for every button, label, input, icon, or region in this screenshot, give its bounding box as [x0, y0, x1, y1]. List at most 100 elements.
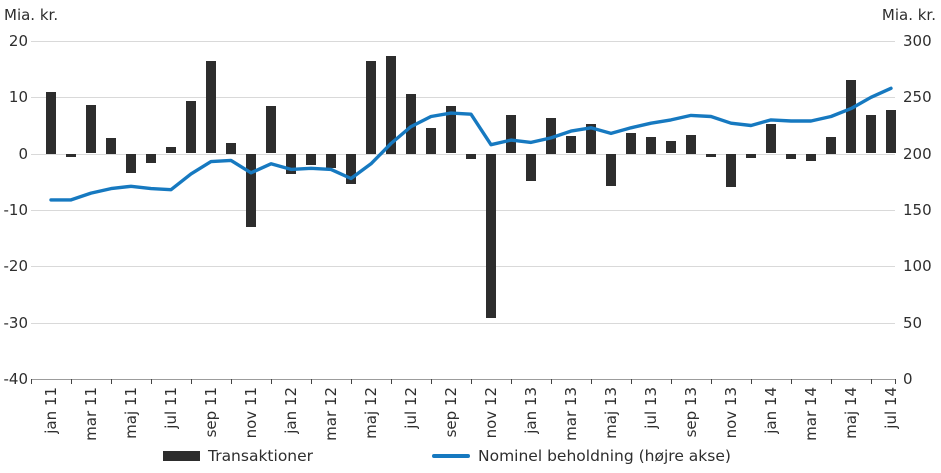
x-axis-tick — [391, 379, 392, 384]
x-axis-tick-label: jan 11 — [42, 387, 60, 434]
line-nominel-beholdning — [49, 86, 893, 202]
x-axis-tick — [831, 379, 832, 384]
x-axis-tick-label: jul 11 — [162, 387, 180, 429]
bar-transaktioner — [526, 154, 536, 181]
bar-transaktioner — [466, 154, 476, 159]
x-axis-tick — [511, 379, 512, 384]
bar-transaktioner — [426, 128, 436, 154]
legend-item-transaktioner: Transaktioner — [163, 445, 313, 467]
x-axis-tick-label: mar 11 — [82, 387, 100, 441]
bar-transaktioner — [266, 106, 276, 153]
x-axis-tick — [791, 379, 792, 384]
bar-transaktioner — [726, 154, 736, 187]
legend-label-transaktioner: Transaktioner — [208, 447, 314, 465]
left-axis-tick-label: 10 — [8, 88, 28, 106]
bar-transaktioner — [486, 154, 496, 318]
line-series-swatch — [432, 454, 470, 458]
x-axis-tick-label: jan 14 — [762, 387, 780, 434]
bar-transaktioner — [806, 154, 816, 161]
bar-transaktioner — [186, 101, 196, 153]
bar-transaktioner — [206, 61, 216, 153]
x-axis-tick-label: jul 12 — [402, 387, 420, 429]
x-axis-tick-label: mar 13 — [562, 387, 580, 441]
x-axis-tick-label: sep 12 — [442, 387, 460, 438]
x-axis-tick-label: mar 14 — [802, 387, 820, 441]
bar-transaktioner — [166, 147, 176, 153]
x-axis-tick-label: maj 14 — [842, 387, 860, 439]
x-axis-tick-label: sep 13 — [682, 387, 700, 438]
x-axis-tick — [751, 379, 752, 384]
x-axis-tick-label: maj 11 — [122, 387, 140, 439]
bar-transaktioner — [306, 154, 316, 165]
right-axis-tick-label: 150 — [903, 201, 932, 219]
bar-transaktioner — [146, 154, 156, 163]
right-axis-tick-label: 250 — [903, 88, 932, 106]
bar-transaktioner — [566, 136, 576, 153]
x-axis-tick-label: maj 13 — [602, 387, 620, 439]
x-axis-tick-label: jul 14 — [882, 387, 900, 429]
x-axis-tick — [231, 379, 232, 384]
right-axis-tick-label: 50 — [903, 314, 923, 332]
x-axis-tick-label: mar 12 — [322, 387, 340, 441]
gridline — [31, 210, 895, 211]
x-axis-tick — [631, 379, 632, 384]
legend-label-nominel-beholdning: Nominel beholdning (højre akse) — [478, 447, 731, 465]
bar-transaktioner — [386, 56, 396, 154]
bar-transaktioner — [626, 133, 636, 154]
bar-transaktioner — [326, 154, 336, 168]
x-axis-tick-label: sep 11 — [202, 387, 220, 438]
x-axis-tick — [311, 379, 312, 384]
bar-transaktioner — [86, 105, 96, 153]
bar-transaktioner — [846, 80, 856, 153]
x-axis-tick — [191, 379, 192, 384]
x-axis-tick — [31, 379, 32, 384]
right-axis-title: Mia. kr. — [881, 6, 936, 24]
x-axis-tick — [895, 379, 896, 384]
x-axis-tick — [111, 379, 112, 384]
x-axis-tick-label: jan 12 — [282, 387, 300, 434]
bar-transaktioner — [766, 124, 776, 153]
x-axis-tick — [71, 379, 72, 384]
left-axis-tick-label: -40 — [3, 370, 29, 388]
bar-transaktioner — [786, 154, 796, 159]
right-axis-tick-label: 200 — [903, 145, 932, 163]
bar-transaktioner — [66, 154, 76, 157]
bar-transaktioner — [226, 143, 236, 154]
x-axis-tick-label: jan 13 — [522, 387, 540, 434]
left-axis-tick-label: -30 — [3, 314, 29, 332]
right-axis-tick-label: 100 — [903, 257, 932, 275]
bar-transaktioner — [406, 94, 416, 154]
legend-item-nominel-beholdning: Nominel beholdning (højre akse) — [432, 445, 731, 467]
bar-transaktioner — [286, 154, 296, 174]
bar-transaktioner — [246, 154, 256, 227]
bar-transaktioner — [746, 154, 756, 158]
left-axis-tick-label: 0 — [18, 145, 28, 163]
gridline — [31, 97, 895, 98]
left-axis-title: Mia. kr. — [4, 6, 59, 24]
x-axis-tick — [351, 379, 352, 384]
bar-transaktioner — [686, 135, 696, 154]
x-axis-tick — [871, 379, 872, 384]
bar-transaktioner — [606, 154, 616, 186]
x-axis-tick — [271, 379, 272, 384]
x-axis-tick-label: nov 12 — [482, 387, 500, 439]
gridline — [31, 41, 895, 42]
x-axis-tick-label: nov 13 — [722, 387, 740, 439]
x-axis-tick — [471, 379, 472, 384]
x-axis-tick — [711, 379, 712, 384]
bar-transaktioner — [46, 92, 56, 154]
x-axis-tick-label: nov 11 — [242, 387, 260, 439]
x-axis-tick — [551, 379, 552, 384]
left-axis-tick-label: -10 — [3, 201, 29, 219]
gridline — [31, 266, 895, 267]
left-axis-tick-label: 20 — [8, 32, 28, 50]
bar-transaktioner — [886, 110, 896, 153]
bar-transaktioner — [866, 115, 876, 153]
bar-transaktioner — [126, 154, 136, 173]
x-axis-tick-label: jul 13 — [642, 387, 660, 429]
gridline — [31, 323, 895, 324]
bar-series-swatch — [163, 451, 200, 461]
gridline — [31, 154, 895, 155]
x-axis-tick — [151, 379, 152, 384]
